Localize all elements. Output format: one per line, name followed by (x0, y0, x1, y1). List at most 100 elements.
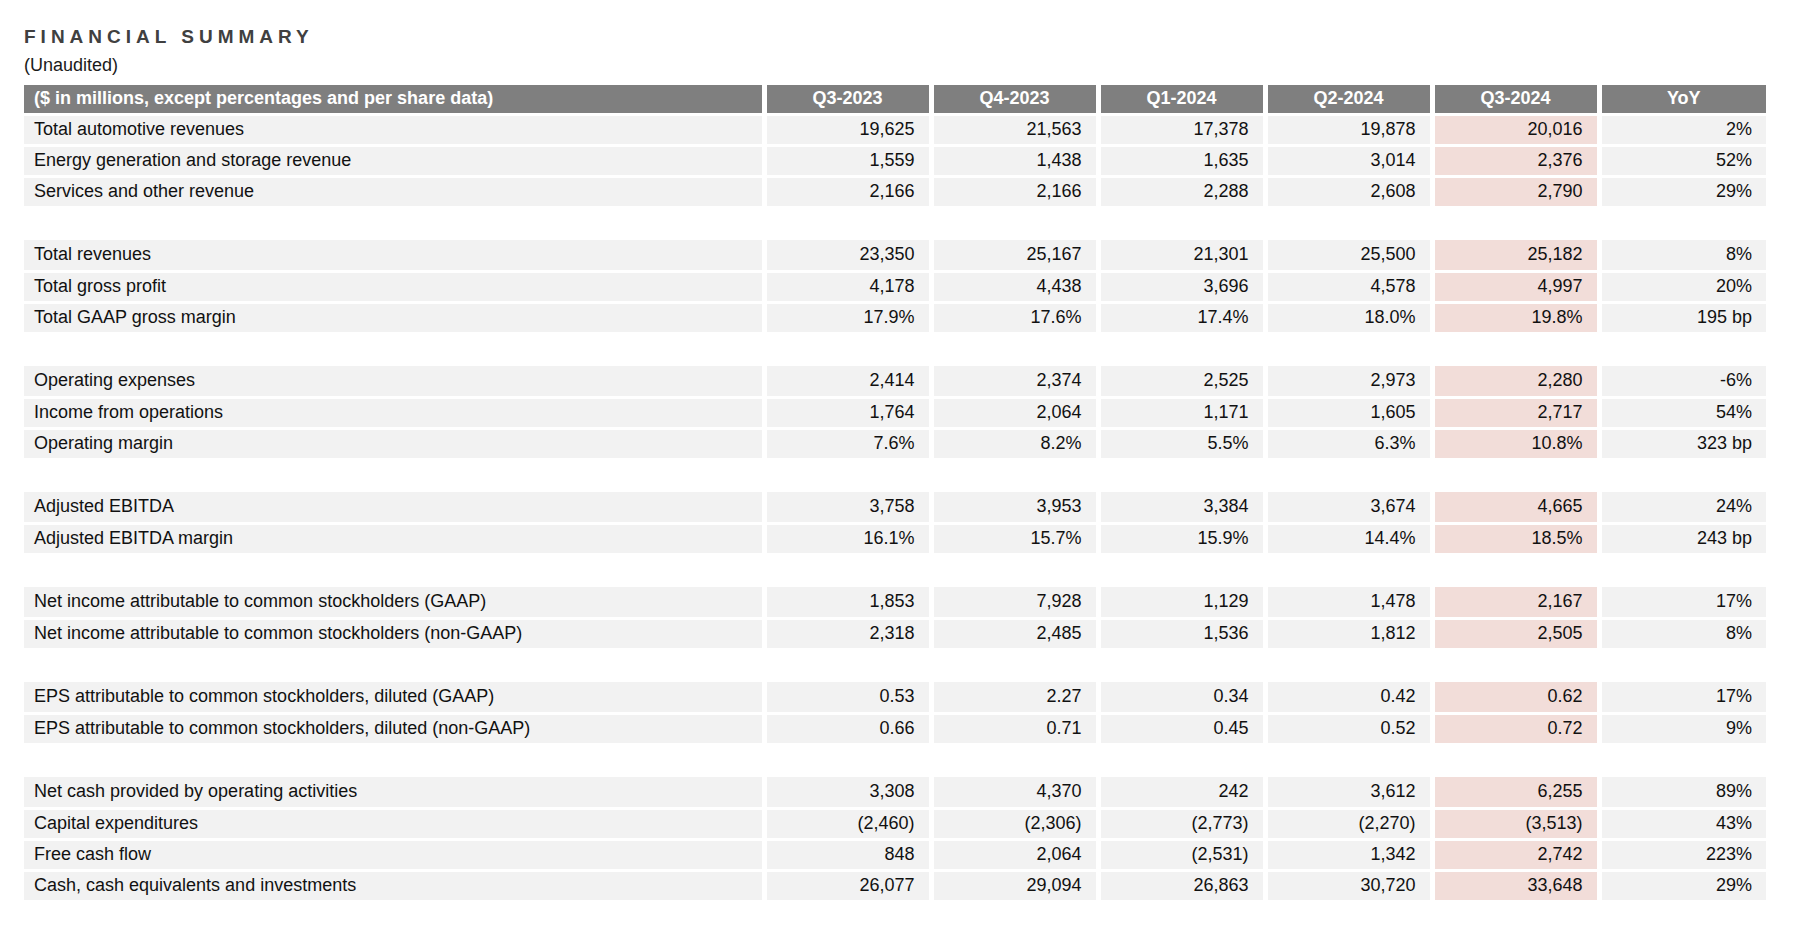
value-cell: 17% (1599, 682, 1766, 713)
value-cell-highlighted: 2,742 (1432, 839, 1599, 870)
value-cell: 0.52 (1265, 713, 1432, 744)
value-cell: 0.66 (764, 713, 931, 744)
table-row: Free cash flow8482,064(2,531)1,3422,7422… (24, 839, 1766, 870)
table-row: Energy generation and storage revenue1,5… (24, 145, 1766, 176)
table-row: Total revenues23,35025,16721,30125,50025… (24, 240, 1766, 271)
value-cell-highlighted: 2,376 (1432, 145, 1599, 176)
table-row: Adjusted EBITDA margin16.1%15.7%15.9%14.… (24, 523, 1766, 554)
table-row: Operating expenses2,4142,3742,5252,9732,… (24, 366, 1766, 397)
value-cell: 2,166 (931, 176, 1098, 207)
row-label: Operating expenses (24, 366, 764, 397)
value-cell: 4,578 (1265, 271, 1432, 302)
row-label: Total GAAP gross margin (24, 302, 764, 333)
value-cell: 3,384 (1098, 492, 1265, 523)
row-label: Net income attributable to common stockh… (24, 618, 764, 649)
value-cell: 2,064 (931, 839, 1098, 870)
section-spacer-cell (24, 744, 1766, 777)
value-cell: 17.9% (764, 302, 931, 333)
value-cell: 26,077 (764, 870, 931, 901)
section-spacer (24, 554, 1766, 587)
value-cell: 23,350 (764, 240, 931, 271)
row-label: Net cash provided by operating activitie… (24, 777, 764, 808)
value-cell: (2,531) (1098, 839, 1265, 870)
value-cell-highlighted: 18.5% (1432, 523, 1599, 554)
value-cell: 3,674 (1265, 492, 1432, 523)
value-cell: 242 (1098, 777, 1265, 808)
row-label: Adjusted EBITDA margin (24, 523, 764, 554)
table-row: Services and other revenue2,1662,1662,28… (24, 176, 1766, 207)
value-cell: 43% (1599, 808, 1766, 839)
row-label: Energy generation and storage revenue (24, 145, 764, 176)
value-cell: 3,014 (1265, 145, 1432, 176)
value-cell-highlighted: 0.72 (1432, 713, 1599, 744)
row-label: Adjusted EBITDA (24, 492, 764, 523)
value-cell: 15.9% (1098, 523, 1265, 554)
value-cell-highlighted: 4,665 (1432, 492, 1599, 523)
row-label: Total gross profit (24, 271, 764, 302)
value-cell: 1,536 (1098, 618, 1265, 649)
value-cell: 16.1% (764, 523, 931, 554)
value-cell: 2,485 (931, 618, 1098, 649)
section-spacer (24, 649, 1766, 682)
value-cell: 15.7% (931, 523, 1098, 554)
value-cell: 0.34 (1098, 682, 1265, 713)
column-header-q2-2024: Q2-2024 (1265, 85, 1432, 114)
page-title: FINANCIAL SUMMARY (24, 26, 1806, 48)
table-row: Total gross profit4,1784,4383,6964,5784,… (24, 271, 1766, 302)
value-cell: 0.71 (931, 713, 1098, 744)
value-cell: -6% (1599, 366, 1766, 397)
value-cell: 17.6% (931, 302, 1098, 333)
column-header-yoy: YoY (1599, 85, 1766, 114)
column-header-q4-2023: Q4-2023 (931, 85, 1098, 114)
value-cell: 4,178 (764, 271, 931, 302)
value-cell: 1,635 (1098, 145, 1265, 176)
value-cell: 848 (764, 839, 931, 870)
table-row: Net income attributable to common stockh… (24, 618, 1766, 649)
value-cell: 21,563 (931, 114, 1098, 145)
value-cell: 21,301 (1098, 240, 1265, 271)
value-cell: 25,167 (931, 240, 1098, 271)
section-spacer-cell (24, 649, 1766, 682)
value-cell: (2,460) (764, 808, 931, 839)
value-cell: 1,605 (1265, 397, 1432, 428)
value-cell: 7.6% (764, 428, 931, 459)
table-row: Operating margin7.6%8.2%5.5%6.3%10.8%323… (24, 428, 1766, 459)
value-cell-highlighted: 6,255 (1432, 777, 1599, 808)
value-cell: 54% (1599, 397, 1766, 428)
value-cell: 1,853 (764, 587, 931, 618)
table-row: EPS attributable to common stockholders,… (24, 682, 1766, 713)
value-cell-highlighted: 19.8% (1432, 302, 1599, 333)
value-cell: 7,928 (931, 587, 1098, 618)
section-spacer (24, 744, 1766, 777)
table-row: Total automotive revenues19,62521,56317,… (24, 114, 1766, 145)
section-spacer (24, 459, 1766, 492)
value-cell: 25,500 (1265, 240, 1432, 271)
section-spacer-cell (24, 207, 1766, 240)
value-cell: 2,525 (1098, 366, 1265, 397)
value-cell: 19,625 (764, 114, 931, 145)
value-cell: 8% (1599, 618, 1766, 649)
financial-summary-page: FINANCIAL SUMMARY (Unaudited) ($ in mill… (0, 0, 1806, 903)
section-spacer (24, 333, 1766, 366)
value-cell-highlighted: (3,513) (1432, 808, 1599, 839)
row-label: EPS attributable to common stockholders,… (24, 682, 764, 713)
value-cell: 4,438 (931, 271, 1098, 302)
value-cell: 2,318 (764, 618, 931, 649)
value-cell: 89% (1599, 777, 1766, 808)
value-cell: 17,378 (1098, 114, 1265, 145)
value-cell: 3,696 (1098, 271, 1265, 302)
value-cell: 1,478 (1265, 587, 1432, 618)
value-cell: 17% (1599, 587, 1766, 618)
value-cell: 3,612 (1265, 777, 1432, 808)
value-cell: 20% (1599, 271, 1766, 302)
value-cell: 1,129 (1098, 587, 1265, 618)
value-cell: 52% (1599, 145, 1766, 176)
row-label: Operating margin (24, 428, 764, 459)
value-cell: 2,374 (931, 366, 1098, 397)
row-label: EPS attributable to common stockholders,… (24, 713, 764, 744)
value-cell-highlighted: 20,016 (1432, 114, 1599, 145)
value-cell: (2,306) (931, 808, 1098, 839)
value-cell-highlighted: 10.8% (1432, 428, 1599, 459)
column-header-q1-2024: Q1-2024 (1098, 85, 1265, 114)
value-cell: 3,953 (931, 492, 1098, 523)
